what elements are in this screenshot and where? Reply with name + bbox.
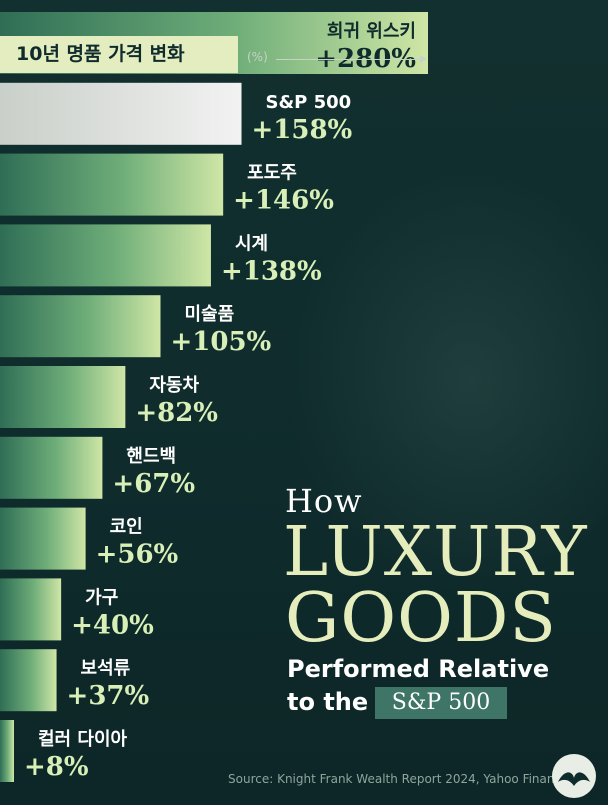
source-note: Source: Knight Frank Wealth Report 2024,… [228,772,569,786]
value-label-9: +37% [67,681,150,711]
category-label-4: 미술품 [185,304,235,325]
category-label-10: 컬러 다이아 [38,728,128,750]
value-label-4: +105% [171,327,272,357]
value-label-3: +138% [221,256,322,286]
chart-title: 10년 명품 가격 변화 [0,36,238,73]
bar-7 [0,507,86,570]
bar-10 [0,720,14,782]
bar-2 [0,153,224,216]
headline-luxury: LUXURY [283,513,588,592]
bar-6 [0,436,103,499]
value-label-10: +8% [24,752,89,782]
category-label-8: 가구 [85,587,118,608]
headline-performed: Performed Relative [287,655,550,683]
unit-arrow-line [276,59,424,60]
headline-sp500-badge: S&P 500 [375,687,507,719]
category-label-5: 자동차 [149,375,199,396]
category-label-3: 시계 [235,233,268,254]
bar-5 [0,366,126,428]
bar-9 [0,649,57,712]
headline-how: How [285,482,363,520]
value-label-7: +56% [96,540,179,570]
value-label-2: +146% [233,186,334,216]
brand-logo-icon [552,754,596,798]
bar-8 [0,578,62,641]
headline-to-the: to the [287,688,369,716]
category-label-9: 보석류 [81,658,131,679]
value-label-1: +158% [252,115,353,145]
value-label-6: +67% [112,469,195,499]
category-label-7: 코인 [110,517,143,538]
bar-4 [0,295,161,358]
headline-goods: GOODS [285,579,557,658]
value-label-5: +82% [135,398,218,428]
bar-3 [0,224,211,287]
category-label-2: 포도주 [247,163,297,184]
value-label-8: +40% [71,610,154,640]
category-label-6: 핸드백 [126,446,176,467]
bar-1 [0,82,242,145]
arrow-right-icon [420,55,427,63]
category-label-0: 희귀 위스키 [327,21,416,42]
category-label-1: S&P 500 [266,92,352,113]
unit-label: (%) [247,50,268,64]
